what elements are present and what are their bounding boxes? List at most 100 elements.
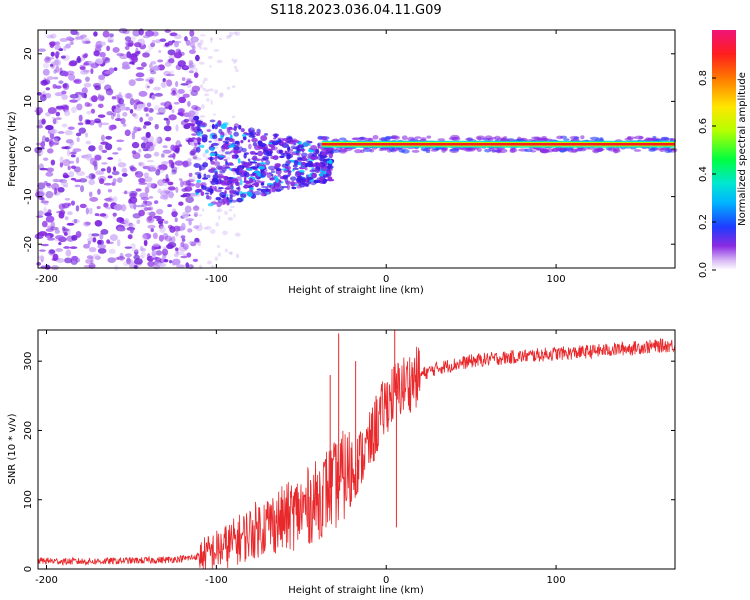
spectrogram-noise-dot: [147, 206, 154, 211]
spectrogram-noise-dot: [64, 216, 69, 221]
spectrogram-noise-dot: [210, 100, 213, 105]
spectrogram-signal-dot: [244, 152, 250, 155]
spectrogram-noise-dot: [163, 258, 169, 263]
spectrogram-noise-dot: [55, 65, 60, 73]
spectrogram-noise-dot: [37, 255, 45, 260]
spectrogram-noise-dot: [112, 111, 117, 117]
spectrogram-noise-dot: [72, 148, 82, 152]
spectrogram-noise-dot: [185, 262, 190, 268]
spectrogram-noise-dot: [185, 80, 193, 84]
spectrogram-noise-dot: [101, 149, 108, 153]
spectrogram-noise-dot: [58, 242, 62, 246]
spectrogram-noise-dot: [106, 241, 114, 244]
spectrogram-signal-dot: [316, 168, 320, 173]
spectrogram-noise-dot: [84, 132, 89, 138]
spectrogram-signal-dot: [270, 168, 275, 174]
spectrogram-noise-dot: [54, 179, 64, 183]
spectrogram-noise-dot: [129, 98, 135, 106]
spectrogram-noise-dot: [67, 126, 75, 130]
spectrogram-noise-dot: [164, 235, 172, 242]
spectrogram-noise-dot: [47, 209, 52, 214]
spectrogram-noise-dot: [94, 44, 103, 49]
spectrogram-signal-dot: [193, 163, 201, 169]
spectrogram-noise-dot: [63, 45, 67, 51]
spectrogram-noise-dot: [79, 203, 87, 209]
spectrogram-noise-dot: [159, 38, 167, 42]
spectrogram-signal-dot: [235, 192, 240, 196]
spectrogram-signal-dot: [257, 150, 264, 157]
spectrogram-noise-dot: [139, 116, 144, 123]
spectrogram-noise-dot: [166, 118, 171, 126]
spectrogram-noise-dot: [80, 185, 85, 193]
spectrogram-noise-dot: [186, 252, 192, 258]
spectrogram-signal-dot: [231, 178, 237, 181]
snr-series-line: [38, 337, 675, 569]
spectrogram-signal-dot: [198, 145, 201, 148]
spectrogram-band-dot: [533, 147, 542, 151]
spectrogram-noise-dot: [106, 111, 113, 116]
spectrogram-signal-dot: [280, 152, 285, 156]
spectrogram-band-dot: [414, 136, 422, 139]
spectrogram-noise-dot: [117, 147, 122, 151]
spectrogram-noise-dot: [69, 93, 79, 99]
spectrogram-noise-dot: [140, 251, 146, 259]
spectrogram-noise-dot: [176, 251, 185, 256]
spectrogram-signal-dot: [228, 167, 232, 171]
spectrogram-noise-dot: [67, 144, 73, 150]
spectrogram-noise-dot: [158, 234, 164, 242]
spectrogram-noise-dot: [75, 156, 80, 164]
spectrogram-noise-dot: [176, 91, 181, 99]
spectrogram-band-dot: [325, 147, 335, 151]
spectrogram-y-tick-label: 0: [23, 146, 34, 152]
spectrogram-signal-dot: [249, 187, 254, 191]
spectrogram-noise-dot: [40, 197, 45, 201]
spectrogram-signal-dot: [297, 157, 303, 161]
spectrogram-signal-dot: [199, 164, 206, 171]
spectrogram-noise-dot: [52, 138, 59, 142]
spectrogram-signal-dot: [236, 197, 244, 203]
spectrogram-noise-dot: [129, 108, 134, 114]
spectrogram-noise-dot: [88, 173, 96, 180]
spectrogram-noise-dot: [91, 233, 100, 237]
spectrogram-noise-dot: [52, 83, 57, 89]
spectrogram-noise-dot: [107, 257, 116, 263]
spectrogram-signal-dot: [281, 143, 289, 148]
spectrogram-noise-dot: [171, 109, 175, 114]
spectrogram-band-dot: [580, 135, 585, 140]
spectrogram-noise-dot: [116, 217, 124, 223]
spectrogram-signal-dot: [213, 161, 221, 166]
spectrogram-noise-dot: [54, 187, 58, 195]
spectrogram-noise-dot: [170, 87, 177, 93]
spectrogram-noise-dot: [204, 89, 210, 93]
spectrogram-noise-dot: [132, 113, 137, 117]
spectrogram-noise-dot: [55, 41, 61, 46]
spectrogram-noise-dot: [231, 115, 236, 119]
spectrogram-noise-dot: [150, 70, 157, 75]
spectrogram-signal-dot: [295, 149, 300, 156]
snr-y-tick-label: 300: [23, 352, 34, 371]
spectrogram-noise-dot: [188, 110, 196, 117]
spectrogram-signal-dot: [240, 193, 247, 199]
spectrogram-noise-dot: [148, 116, 154, 122]
spectrogram-noise-dot: [146, 165, 155, 172]
spectrogram-noise-dot: [162, 78, 166, 83]
snr-y-label: SNR (10 * v/v): [7, 413, 18, 484]
spectrogram-noise-dot: [190, 241, 197, 247]
spectrogram-noise-dot: [118, 98, 125, 105]
spectrogram-noise-dot: [113, 67, 118, 72]
spectrogram-noise-dot: [109, 234, 118, 242]
spectrogram-noise-dot: [89, 196, 99, 202]
spectrogram-noise-dot: [45, 215, 55, 223]
spectrogram-noise-dot: [156, 218, 165, 222]
spectrogram-signal-dot: [316, 155, 324, 160]
spectrogram-noise-dot: [47, 107, 57, 115]
spectrogram-noise-dot: [46, 76, 55, 80]
spectrogram-y-label: Frequency (Hz): [7, 111, 18, 187]
spectrogram-signal-dot: [281, 138, 285, 142]
spectrogram-noise-dot: [111, 170, 120, 176]
spectrogram-noise-dot: [99, 232, 104, 240]
spectrogram-noise-dot: [45, 182, 52, 187]
spectrogram-band-dot: [533, 136, 542, 142]
spectrogram-noise-dot: [57, 187, 65, 193]
spectrogram-signal-dot: [240, 160, 246, 164]
